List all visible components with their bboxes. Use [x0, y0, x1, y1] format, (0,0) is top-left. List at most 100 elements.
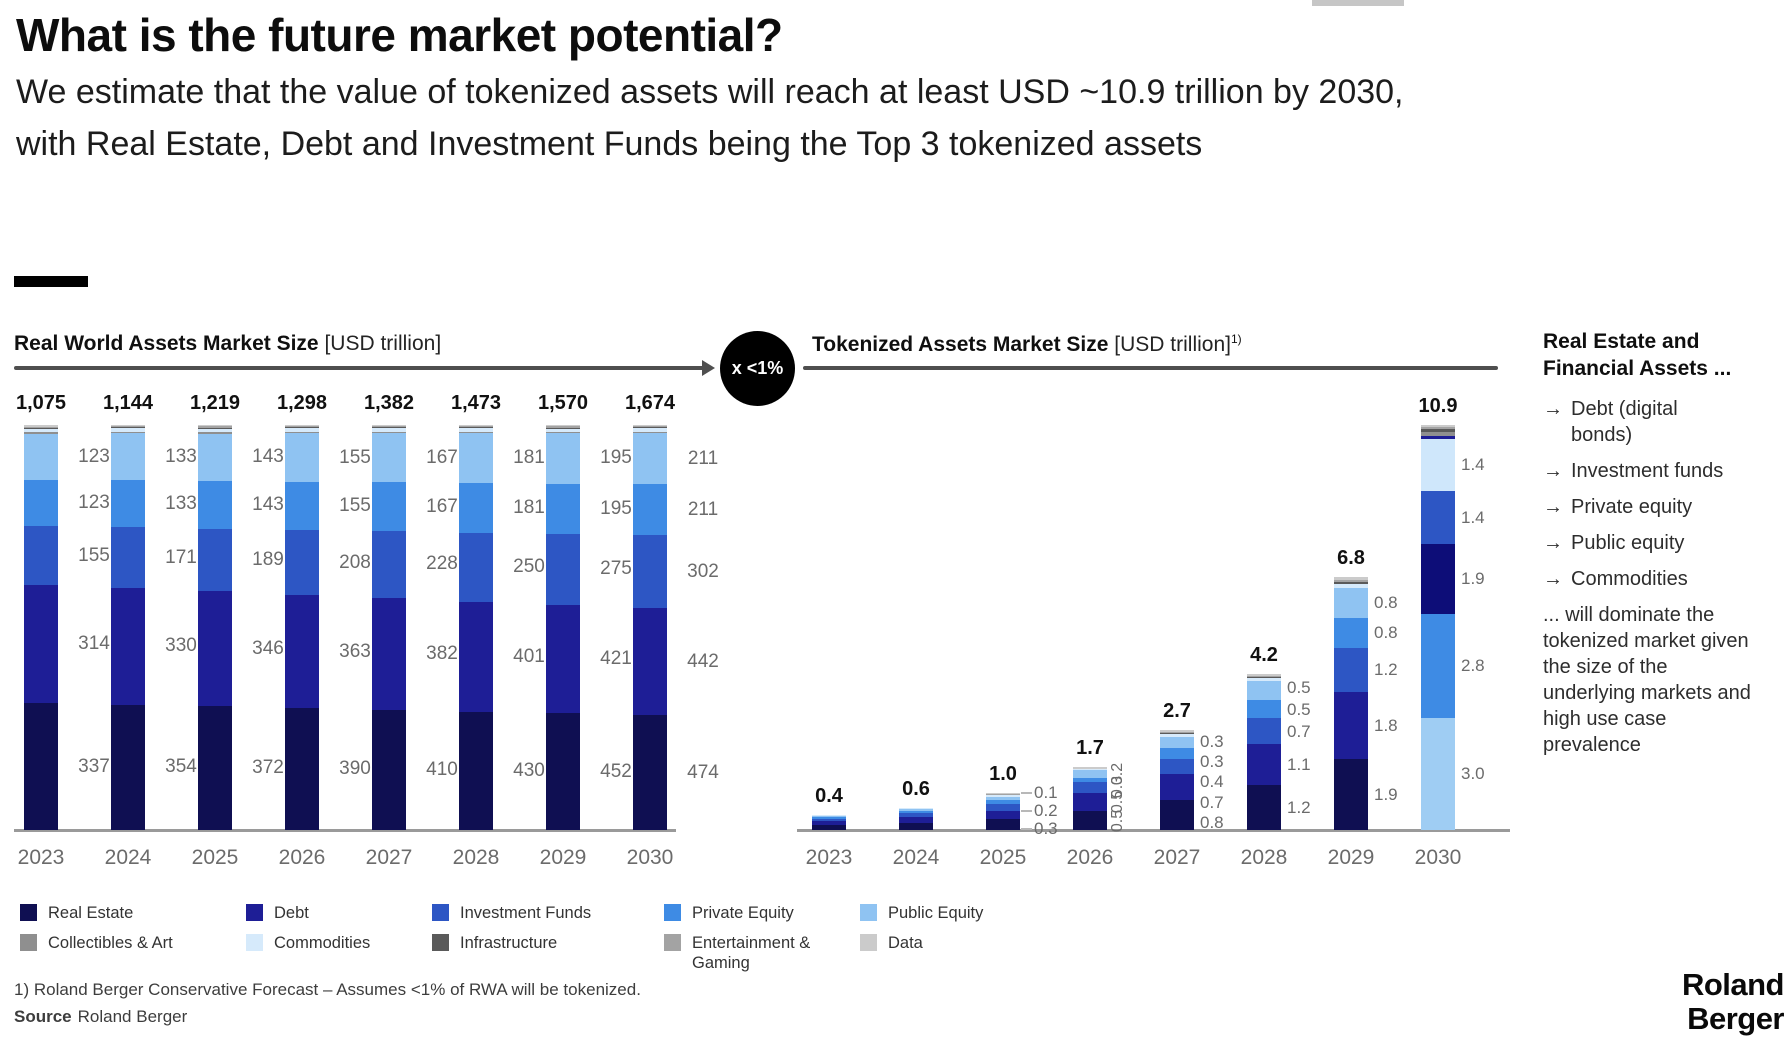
- bar-segment-debt: [899, 816, 933, 823]
- bar-segment-entertainment: [633, 426, 667, 428]
- rwa-axis-arrow-line: [14, 366, 704, 370]
- segment-label: 430: [513, 759, 545, 781]
- segment-label: 0.7: [1287, 722, 1311, 741]
- bar-segment-debt: [812, 821, 846, 826]
- bar-segment-realEstate: [285, 708, 319, 830]
- sidebar: Real Estate and Financial Assets ... → D…: [1543, 328, 1789, 758]
- bar-segment-privateEquity: [899, 811, 933, 814]
- bar-segment-commodities: [372, 428, 406, 432]
- bar-segment-infrastructure: [633, 427, 667, 429]
- sidebar-note: ... will dominate the tokenized market g…: [1543, 604, 1751, 756]
- legend-label: Infrastructure: [460, 934, 558, 952]
- total-label: 1.0: [989, 762, 1017, 785]
- segment-label: 208: [339, 551, 371, 573]
- year-label: 2024: [104, 846, 152, 869]
- bar-segment-commodities: [899, 807, 933, 809]
- bar-segment-commodities: [1334, 583, 1368, 589]
- bar-segment-data: [633, 425, 667, 427]
- tokenized-chart-title: Tokenized Assets Market Size [USD trilli…: [812, 332, 1242, 357]
- bar-segment-debt: [633, 608, 667, 716]
- total-label: 1,473: [450, 392, 502, 414]
- bar-segment-entertainment: [1160, 731, 1194, 733]
- segment-label: 0.8: [1374, 622, 1398, 642]
- bar-segment-realEstate: [1073, 811, 1107, 830]
- segment-label: 354: [165, 756, 197, 778]
- legend-item-privateEquity: Private Equity: [664, 903, 794, 923]
- legend-label: Investment Funds: [460, 904, 592, 922]
- tokenized-chart-unit: [USD trillion]: [1114, 333, 1231, 356]
- segment-label: 275: [600, 558, 632, 580]
- source-label: Source: [14, 1007, 72, 1026]
- bar-segment-data: [198, 425, 232, 427]
- segment-label: 0.5: [1109, 809, 1126, 832]
- sidebar-item-commodities: → Commodities: [1543, 566, 1789, 592]
- year-label: 2030: [626, 846, 674, 869]
- bar-segment-privateEquity: [372, 482, 406, 532]
- segment-label: 250: [513, 556, 545, 578]
- segment-label: 181: [513, 447, 545, 469]
- segment-label: 330: [165, 635, 197, 657]
- bar-segment-realEstate: [1334, 759, 1368, 830]
- year-label: 2023: [17, 846, 65, 869]
- segment-label: 133: [165, 445, 197, 467]
- bar-segment-privateEquity: [1247, 699, 1281, 719]
- bar-segment-commodities: [198, 428, 232, 433]
- leader-line: [1021, 792, 1032, 794]
- bar-segment-commodities: [459, 428, 493, 432]
- bar-segment-publicEquity: [1160, 737, 1194, 749]
- leader-line: [1021, 810, 1032, 812]
- multiplier-badge: x <1%: [720, 331, 795, 406]
- segment-label: 1.9: [1461, 568, 1485, 588]
- arrow-icon: →: [1543, 398, 1563, 420]
- bar-segment-data: [459, 425, 493, 427]
- bar-segment-realEstate: [198, 706, 232, 830]
- segment-label: 143: [252, 446, 284, 468]
- bar-segment-commodities: [111, 428, 145, 432]
- bar-segment-realEstate: [111, 704, 145, 830]
- bar-segment-investmentFunds: [899, 813, 933, 817]
- bar-segment-investmentFunds: [372, 531, 406, 598]
- bar-segment-infrastructure: [1247, 676, 1281, 679]
- bar-segment-custom: [1421, 614, 1455, 719]
- bar-segment-infrastructure: [1160, 732, 1194, 735]
- bar-segment-infrastructure: [24, 427, 58, 429]
- bar-segment-publicEquity: [24, 433, 58, 480]
- arrow-icon: →: [1543, 460, 1563, 482]
- bar-segment-privateEquity: [285, 481, 319, 531]
- bar-segment-collectibles: [372, 431, 406, 434]
- segment-label: 195: [600, 447, 632, 469]
- total-label: 1,219: [189, 392, 241, 414]
- bar-segment-realEstate: [899, 822, 933, 830]
- segment-label: 0.1: [1034, 783, 1058, 802]
- year-label: 2029: [539, 846, 587, 869]
- segment-label: 314: [78, 632, 110, 654]
- total-label: 0.4: [815, 785, 843, 808]
- total-label: 2.7: [1163, 699, 1191, 722]
- bar-segment-investmentFunds: [1334, 647, 1368, 693]
- year-label: 2027: [365, 846, 413, 869]
- bar-segment-privateEquity: [1334, 617, 1368, 648]
- bar-segment-realEstate: [372, 709, 406, 830]
- bar-segment-debt: [372, 597, 406, 710]
- legend-swatch: [20, 934, 37, 951]
- bar-segment-collectibles: [198, 432, 232, 434]
- bar-segment-privateEquity: [986, 800, 1020, 804]
- segment-label: 143: [252, 493, 284, 515]
- bar-segment-investmentFunds: [546, 533, 580, 605]
- year-label: 2029: [1327, 846, 1375, 869]
- segment-label: 155: [339, 446, 371, 468]
- bar-segment-realEstate: [1160, 800, 1194, 830]
- bar-segment-data: [1160, 729, 1194, 732]
- segment-label: 372: [252, 757, 284, 779]
- segment-label: 337: [78, 755, 110, 777]
- bar-segment-investmentFunds: [1247, 718, 1281, 745]
- logo-line-1: Roland: [1681, 967, 1785, 1002]
- rwa-chart-unit: [USD trillion]: [324, 332, 442, 355]
- segment-label: 442: [687, 650, 719, 672]
- sidebar-item-label: Private equity: [1571, 496, 1693, 518]
- bar-segment-data: [111, 425, 145, 427]
- bar-segment-publicEquity: [1334, 588, 1368, 618]
- bar-segment-realEstate: [459, 711, 493, 830]
- bar-segment-custom: [1421, 543, 1455, 615]
- bar-segment-investmentFunds: [198, 528, 232, 592]
